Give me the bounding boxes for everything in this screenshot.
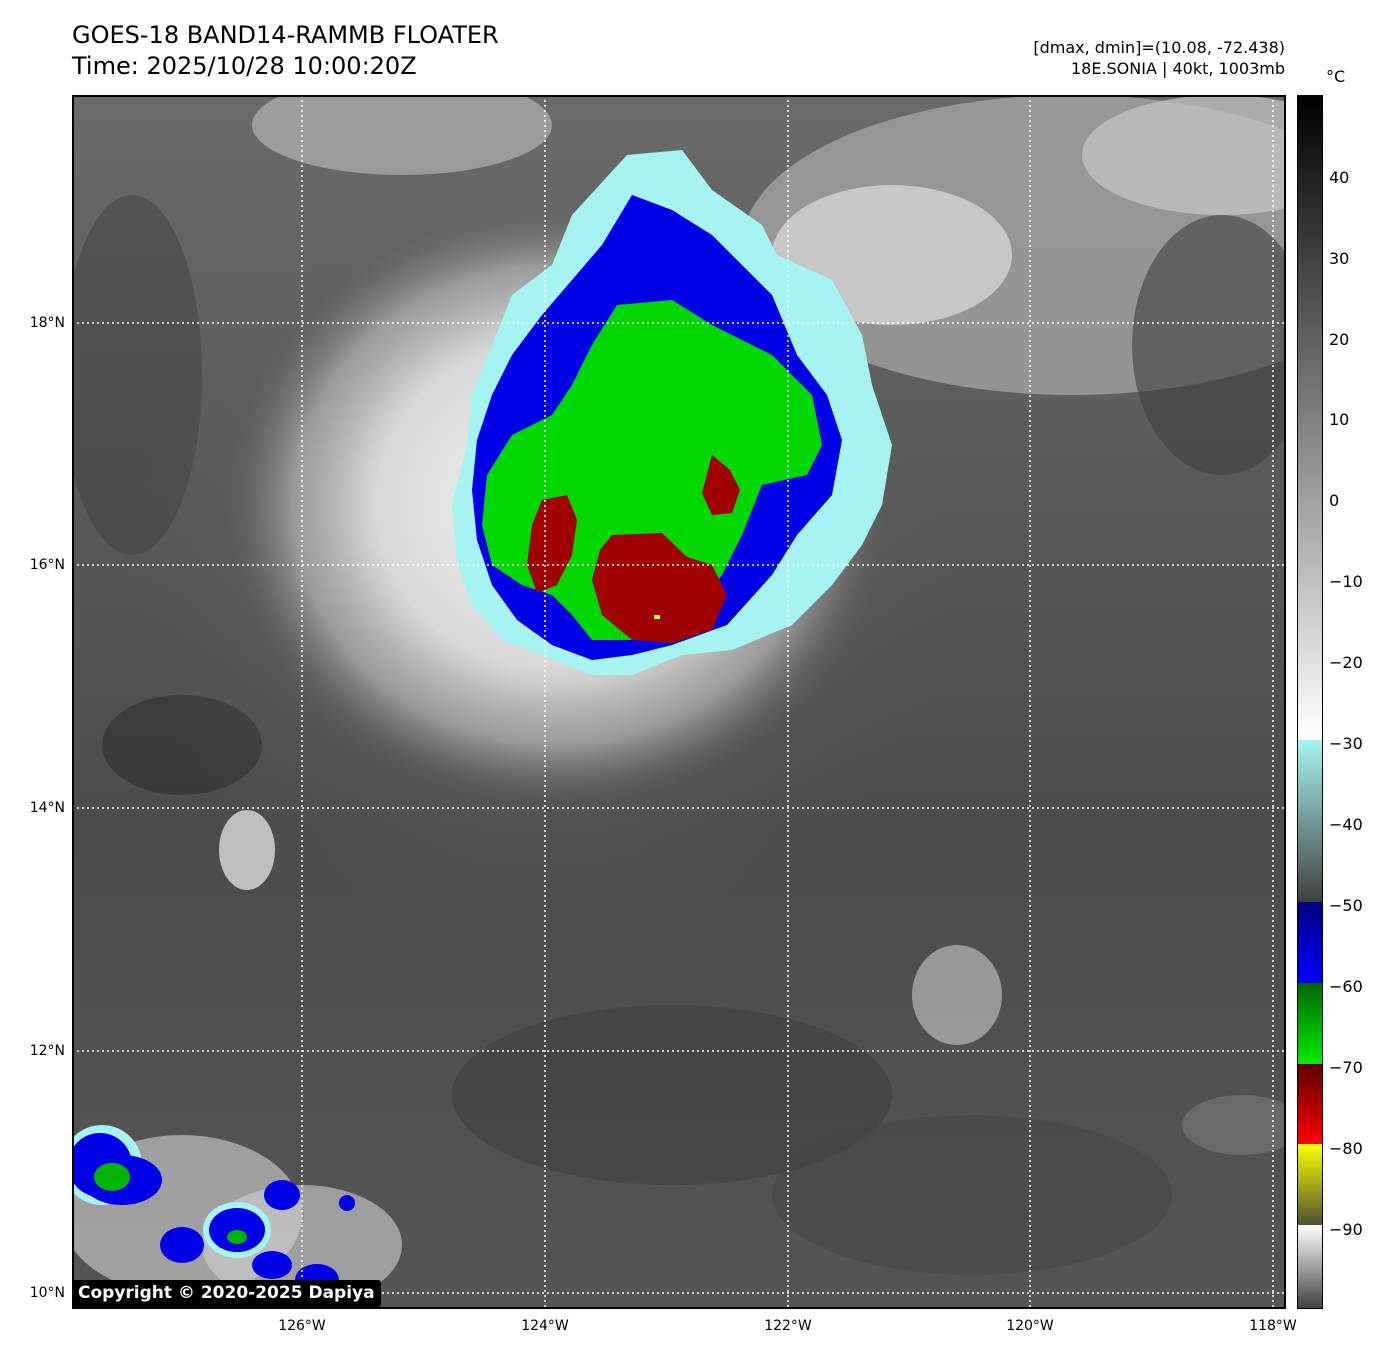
colorbar-tick: −30: [1329, 734, 1363, 753]
graticule: [72, 95, 1286, 1309]
colorbar-tick: 40: [1329, 168, 1350, 187]
colorbar-unit: °C: [1326, 67, 1346, 86]
figure-time: Time: 2025/10/28 10:00:20Z: [72, 52, 417, 80]
colorbar-tick: −50: [1329, 896, 1363, 915]
colorbar-tick: 20: [1329, 330, 1350, 349]
lat-label-16n: 16°N: [29, 557, 65, 573]
colorbar-tick: 30: [1329, 249, 1350, 268]
colorbar: [1297, 95, 1323, 1309]
cloud-top-darkred-east: [702, 455, 740, 515]
map-frame: [72, 95, 1286, 1309]
data-range-label: [dmax, dmin]=(10.08, -72.438): [1033, 38, 1285, 57]
lat-label-14n: 14°N: [29, 800, 65, 816]
lon-label-126w: 126°W: [278, 1318, 326, 1334]
figure-title: GOES-18 BAND14-RAMMB FLOATER: [72, 21, 499, 49]
storm-info-label: 18E.SONIA | 40kt, 1003mb: [1070, 59, 1285, 78]
lat-label-10n: 10°N: [29, 1285, 65, 1301]
satellite-map: [72, 95, 1286, 1309]
coldest-pixel: [654, 615, 660, 619]
lon-label-124w: 124°W: [521, 1318, 569, 1334]
colorbar-tick: 10: [1329, 410, 1350, 429]
colorbar-tick: −70: [1329, 1058, 1363, 1077]
lat-label-12n: 12°N: [29, 1043, 65, 1059]
colorbar-tick: −40: [1329, 815, 1363, 834]
colorbar-tick: −10: [1329, 572, 1363, 591]
colorbar-tick: −20: [1329, 653, 1363, 672]
copyright-badge: Copyright © 2020-2025 Dapiya: [72, 1280, 381, 1307]
colorbar-tick: −80: [1329, 1139, 1363, 1158]
cloud-top-darkred-main: [592, 533, 727, 643]
lat-label-18n: 18°N: [29, 315, 65, 331]
lon-label-120w: 120°W: [1006, 1318, 1054, 1334]
colorbar-tick: −90: [1329, 1220, 1363, 1239]
colorbar-tick: 0: [1329, 491, 1340, 510]
cloud-top-darkred-west: [527, 495, 577, 593]
colorbar-tick: −60: [1329, 977, 1363, 996]
lon-label-118w: 118°W: [1249, 1318, 1297, 1334]
lon-label-122w: 122°W: [764, 1318, 812, 1334]
